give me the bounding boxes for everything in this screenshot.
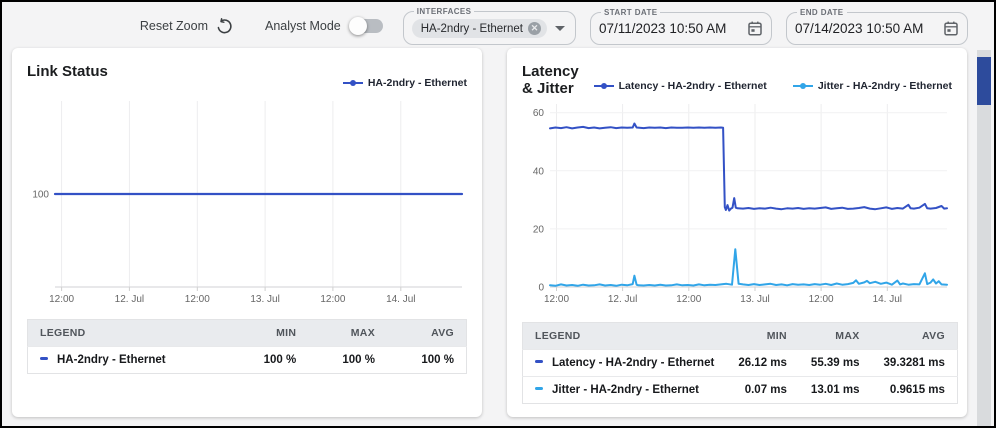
table-row-label: HA-2ndry - Ethernet: [57, 354, 166, 366]
series-marker-icon: [40, 357, 48, 361]
end-date-field[interactable]: END DATE 07/14/2023 10:50 AM: [786, 7, 968, 45]
table-row[interactable]: Jitter - HA-2ndry - Ethernet 0.07 ms 13.01…: [522, 376, 958, 404]
svg-text:100: 100: [32, 190, 49, 201]
legend-item-label: Latency - HA-2ndry - Ethernet: [618, 80, 767, 92]
table-header-cell: AVG: [387, 319, 467, 347]
svg-text:12:00: 12:00: [809, 294, 834, 305]
start-date-value[interactable]: 07/11/2023 10:50 AM: [599, 20, 727, 36]
min-value: 0.07 ms: [726, 376, 799, 404]
end-date-label: END DATE: [800, 7, 844, 17]
avg-value: 100 %: [387, 346, 467, 374]
min-value: 100 %: [229, 346, 309, 374]
interfaces-field-label: INTERFACES: [416, 7, 472, 16]
main-content: Link Status HA-2ndry - Ethernet 12:00 12.…: [2, 48, 994, 417]
scrollbar-thumb[interactable]: [977, 57, 991, 105]
link-status-chart[interactable]: 12:00 12. Jul 12:00 13. Jul 12:00 14. Jul 100: [27, 95, 467, 309]
table-header-cell: MIN: [726, 322, 799, 350]
max-value: 55.39 ms: [798, 349, 872, 377]
legend-item-label: Jitter - HA-2ndry - Ethernet: [817, 80, 952, 92]
avg-value: 39.3281 ms: [871, 349, 958, 377]
svg-text:20: 20: [533, 224, 545, 235]
interface-chip[interactable]: HA-2ndry - Ethernet ✕: [411, 19, 547, 38]
avg-value: 0.9615 ms: [871, 376, 958, 404]
legend-item-label: HA-2ndry - Ethernet: [367, 77, 467, 89]
link-status-panel: Link Status HA-2ndry - Ethernet 12:00 12.…: [12, 48, 482, 417]
toggle-knob: [348, 17, 367, 35]
legend-item[interactable]: Jitter - HA-2ndry - Ethernet: [792, 80, 952, 92]
calendar-icon[interactable]: [943, 20, 959, 37]
svg-text:14. Jul: 14. Jul: [386, 294, 415, 305]
interface-chip-label: HA-2ndry - Ethernet: [420, 22, 523, 35]
series-marker-icon: [535, 360, 543, 364]
reset-zoom-icon: [217, 17, 232, 33]
svg-text:12. Jul: 12. Jul: [608, 294, 637, 305]
svg-text:12. Jul: 12. Jul: [115, 294, 144, 305]
chart-legend: Latency - HA-2ndry - Ethernet Jitter - HA…: [593, 80, 952, 94]
legend-table: LEGEND MIN MAX AVG HA-2ndry - Ethernet 100 %…: [27, 319, 467, 374]
latency-jitter-panel: Latency & Jitter Latency - HA-2ndry - Et…: [507, 48, 967, 417]
table-header-cell: LEGEND: [27, 319, 230, 347]
series-marker-icon: [342, 80, 363, 86]
svg-text:13. Jul: 13. Jul: [250, 294, 279, 305]
svg-text:12:00: 12:00: [185, 294, 210, 305]
legend-table-body: Latency - HA-2ndry - Ethernet 26.12 ms 55.…: [522, 349, 958, 404]
table-header-cell: MIN: [229, 319, 309, 347]
legend-item[interactable]: Latency - HA-2ndry - Ethernet: [593, 80, 767, 92]
panel-header: Link Status HA-2ndry - Ethernet: [27, 61, 467, 91]
svg-text:12:00: 12:00: [676, 294, 701, 305]
legend-item[interactable]: HA-2ndry - Ethernet: [342, 77, 467, 89]
reset-zoom-label: Reset Zoom: [139, 19, 208, 33]
interfaces-select[interactable]: INTERFACES HA-2ndry - Ethernet ✕: [402, 7, 576, 45]
table-row[interactable]: HA-2ndry - Ethernet 100 % 100 % 100 %: [27, 346, 467, 374]
analyst-mode-toggle[interactable]: [348, 17, 383, 35]
table-header-cell: MAX: [798, 322, 872, 350]
start-date-label: START DATE: [604, 7, 658, 17]
chart-svg: 12:00 12. Jul 12:00 13. Jul 12:00 14. Jul 100: [32, 101, 464, 305]
legend-table-body: HA-2ndry - Ethernet 100 % 100 % 100 %: [27, 346, 467, 374]
chart-legend: HA-2ndry - Ethernet: [342, 77, 467, 91]
table-header-cell: AVG: [871, 322, 958, 350]
calendar-icon[interactable]: [747, 20, 763, 37]
end-date-value[interactable]: 07/14/2023 10:50 AM: [795, 20, 924, 36]
svg-text:14. Jul: 14. Jul: [873, 294, 902, 305]
chip-remove-icon[interactable]: ✕: [528, 22, 541, 35]
legend-table: LEGEND MIN MAX AVG Latency - HA-2ndry - Eth…: [522, 322, 958, 404]
panel-header: Latency & Jitter Latency - HA-2ndry - Et…: [522, 61, 952, 97]
toolbar: Reset Zoom Analyst Mode INTERFACES HA-2n…: [2, 2, 994, 48]
scrollbar-track[interactable]: [977, 50, 991, 426]
dropdown-caret-icon[interactable]: [555, 26, 565, 31]
reset-zoom-button[interactable]: Reset Zoom: [139, 17, 233, 35]
table-header-cell: LEGEND: [522, 322, 727, 350]
table-header-cell: MAX: [308, 319, 387, 347]
svg-text:40: 40: [533, 166, 545, 177]
table-row-label: Latency - HA-2ndry - Ethernet: [552, 357, 715, 369]
panel-title: Latency & Jitter: [522, 63, 579, 97]
analyst-mode-label: Analyst Mode: [265, 19, 341, 33]
max-value: 13.01 ms: [798, 376, 872, 404]
panel-title: Link Status: [27, 63, 108, 80]
svg-text:12:00: 12:00: [544, 294, 569, 305]
chart-svg: 12:00 12. Jul 12:00 13. Jul 12:00 14. Jul 0 20 4…: [533, 104, 948, 305]
svg-text:12:00: 12:00: [320, 294, 345, 305]
max-value: 100 %: [308, 346, 387, 374]
min-value: 26.12 ms: [726, 349, 799, 377]
svg-text:60: 60: [533, 108, 545, 119]
analyst-mode-control: Analyst Mode: [265, 17, 389, 35]
svg-text:12:00: 12:00: [49, 294, 74, 305]
legend-table-head: LEGEND MIN MAX AVG: [27, 319, 467, 347]
series-marker-icon: [535, 387, 543, 391]
latency-jitter-chart[interactable]: 12:00 12. Jul 12:00 13. Jul 12:00 14. Jul 0 20 4…: [522, 98, 952, 312]
table-row-label: Jitter - HA-2ndry - Ethernet: [552, 384, 699, 396]
start-date-field[interactable]: START DATE 07/11/2023 10:50 AM: [590, 7, 772, 45]
series-marker-icon: [593, 83, 614, 89]
legend-table-head: LEGEND MIN MAX AVG: [522, 322, 958, 350]
svg-text:13. Jul: 13. Jul: [740, 294, 769, 305]
table-header-row: LEGEND MIN MAX AVG: [27, 319, 467, 347]
svg-text:0: 0: [538, 283, 544, 294]
table-row[interactable]: Latency - HA-2ndry - Ethernet 26.12 ms 55.…: [522, 349, 958, 377]
table-header-row: LEGEND MIN MAX AVG: [522, 322, 958, 350]
series-marker-icon: [792, 83, 813, 89]
